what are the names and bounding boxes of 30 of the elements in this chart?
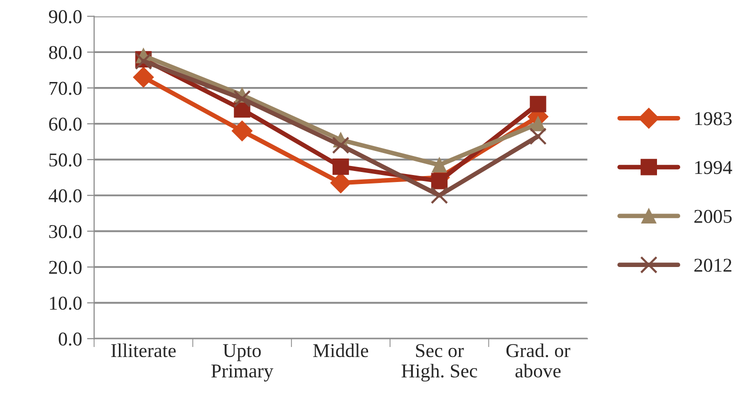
x-tick-label: Upto Primary xyxy=(211,344,274,382)
x-tick-label: Illiterate xyxy=(111,344,176,358)
point xyxy=(332,136,350,154)
point xyxy=(430,186,448,204)
point xyxy=(332,158,349,175)
legend-label: 1983 xyxy=(695,112,732,126)
y-tick-label: 10.0 xyxy=(50,296,82,310)
point xyxy=(431,172,448,190)
x-tick-label: Middle xyxy=(313,344,368,358)
legend-label: 2012 xyxy=(694,258,732,272)
point xyxy=(530,96,546,112)
y-tick-label: 50.0 xyxy=(49,153,82,167)
y-tick-label: 60.0 xyxy=(49,118,82,131)
y-tick-label: 80.0 xyxy=(49,46,82,60)
point xyxy=(432,157,447,172)
y-tick-label: 0.0 xyxy=(58,332,82,346)
x-tick-label: Sec or High. Sec xyxy=(402,344,478,382)
x-tick-label: Grad. or above xyxy=(506,344,570,378)
legend-label: 1994 xyxy=(695,161,732,174)
point xyxy=(233,90,251,108)
y-tick-label: 70.0 xyxy=(50,82,82,95)
y-tick-label: 40.0 xyxy=(48,189,82,202)
y-tick-label: 30.0 xyxy=(49,225,82,238)
point xyxy=(232,120,252,142)
legend-label: 2005 xyxy=(694,210,732,223)
point xyxy=(530,116,546,132)
point xyxy=(529,128,547,145)
y-tick-label: 20.0 xyxy=(49,260,82,274)
point xyxy=(133,66,154,88)
y-tick-label: 90.0 xyxy=(48,10,82,24)
